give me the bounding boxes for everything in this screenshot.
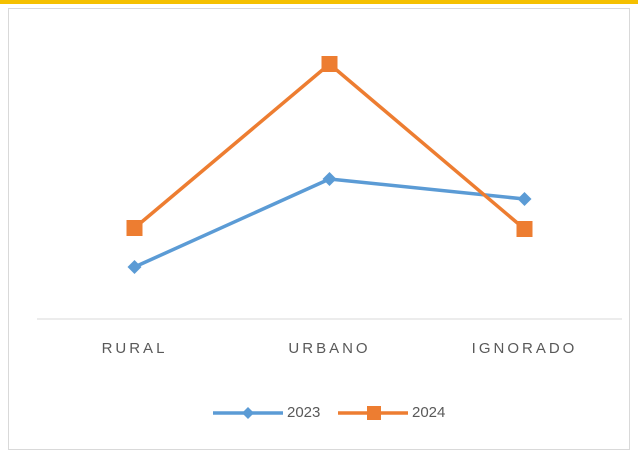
data-point: [126, 220, 143, 236]
legend-label: 2023: [287, 404, 320, 421]
x-tick-label: URBANO: [288, 340, 370, 357]
data-point: [516, 221, 533, 237]
top-bar: [0, 0, 638, 4]
legend-label: 2024: [412, 404, 445, 421]
data-point: [321, 56, 338, 72]
x-tick-label: IGNORADO: [472, 340, 578, 357]
data-point: [322, 172, 337, 186]
data-point: [517, 192, 532, 206]
legend-marker: [242, 407, 254, 419]
data-point: [127, 260, 142, 274]
x-tick-label: RURAL: [102, 340, 168, 357]
legend-marker: [367, 406, 381, 420]
